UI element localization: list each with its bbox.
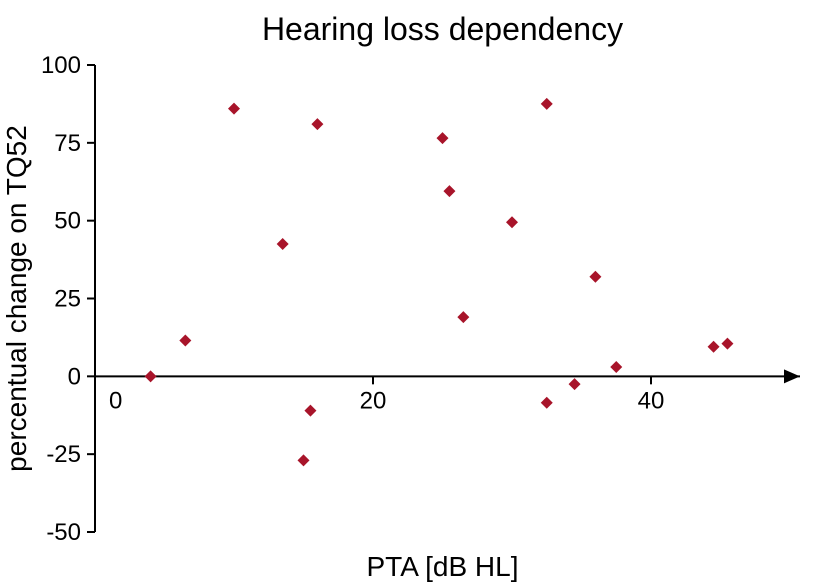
y-tick-label: 25	[54, 286, 81, 313]
y-axis-label: percentual change on TQ52	[1, 125, 32, 472]
y-tick-label: 100	[41, 52, 81, 79]
x-tick-label: 40	[638, 387, 665, 414]
y-tick-label: -50	[46, 519, 81, 546]
scatter-chart: Hearing loss dependency -50 -25 0 25 50 75 100 0…	[0, 0, 820, 582]
chart-background	[0, 0, 820, 582]
x-tick-label: 0	[109, 387, 122, 414]
y-tick-label: 50	[54, 208, 81, 235]
y-tick-label: 75	[54, 130, 81, 157]
chart-title: Hearing loss dependency	[262, 11, 623, 47]
chart-svg: Hearing loss dependency -50 -25 0 25 50 75 100 0…	[0, 0, 820, 582]
y-tick-label: 0	[68, 363, 81, 390]
x-tick-label: 20	[360, 387, 387, 414]
y-tick-label: -25	[46, 441, 81, 468]
x-axis-label: PTA [dB HL]	[367, 551, 519, 582]
